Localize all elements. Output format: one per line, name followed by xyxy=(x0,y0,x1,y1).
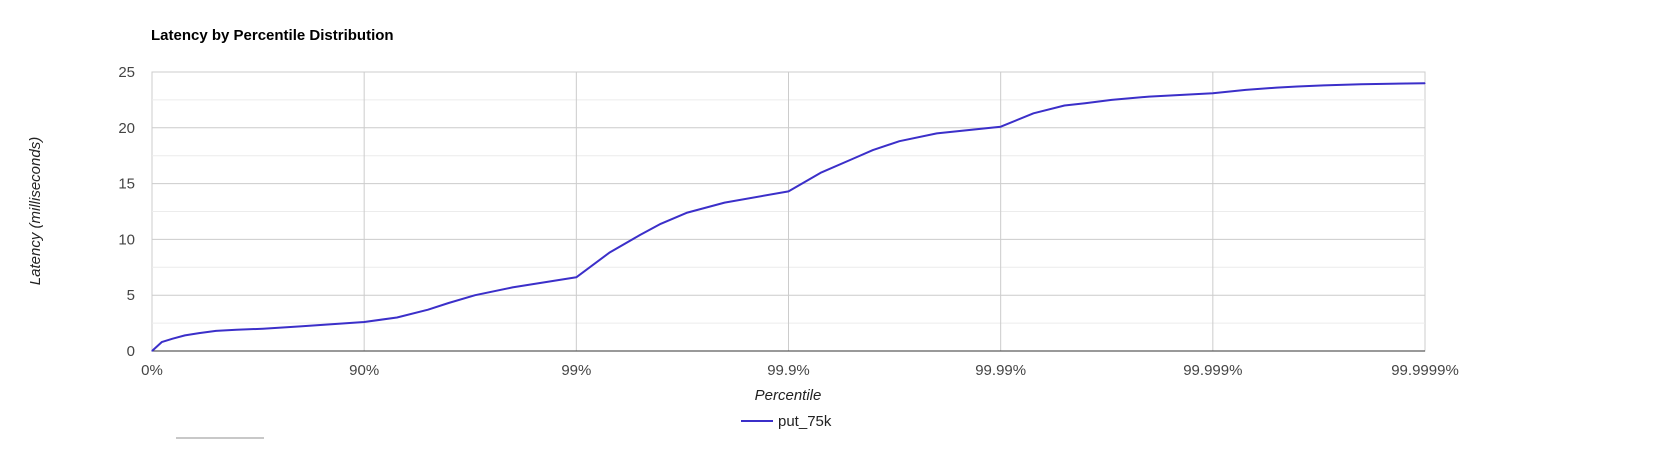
data-point xyxy=(427,309,429,311)
data-point xyxy=(820,171,823,173)
x-tick-label: 99% xyxy=(561,362,591,379)
y-tick-label: 5 xyxy=(127,287,135,304)
data-point xyxy=(575,276,577,278)
data-point xyxy=(396,316,398,319)
data-point xyxy=(660,223,662,225)
data-point xyxy=(851,158,854,160)
x-tick-label: 99.9% xyxy=(767,362,810,379)
data-point xyxy=(1360,83,1362,85)
data-point xyxy=(474,294,476,296)
x-tick-label: 99.99% xyxy=(975,362,1026,379)
data-point xyxy=(1212,92,1214,94)
data-point xyxy=(184,334,186,336)
y-axis-title: Latency (milliseconds) xyxy=(27,137,44,285)
y-tick-label: 25 xyxy=(118,64,135,81)
data-point xyxy=(1111,99,1113,101)
legend-scroll-indicator xyxy=(176,437,264,439)
legend[interactable]: put_75k xyxy=(741,411,831,431)
x-tick-label: 0% xyxy=(141,362,163,379)
x-tick-label: 90% xyxy=(349,362,379,379)
data-point xyxy=(215,330,217,332)
data-point xyxy=(608,252,610,254)
data-point xyxy=(262,328,264,330)
x-tick-label: 99.999% xyxy=(1183,362,1242,379)
data-point xyxy=(363,321,365,323)
data-point xyxy=(198,332,200,334)
data-point xyxy=(724,202,726,204)
data-point xyxy=(936,132,938,134)
x-tick-label: 99.9999% xyxy=(1391,362,1459,379)
data-point xyxy=(1424,82,1426,84)
data-point xyxy=(151,350,153,352)
data-point xyxy=(1296,85,1298,88)
chart-title: Latency by Percentile Distribution xyxy=(151,27,394,44)
legend-label-put-75k: put_75k xyxy=(778,412,832,430)
data-point xyxy=(299,325,301,327)
label-layer: Percentile Latency (milliseconds) 0 5 10 15… xyxy=(27,64,1459,404)
data-point xyxy=(1276,87,1278,89)
data-point xyxy=(511,286,514,288)
series-line-put-75k xyxy=(151,82,1426,352)
data-point xyxy=(1245,89,1247,91)
data-point xyxy=(1148,96,1150,98)
data-point xyxy=(1032,112,1035,114)
data-point xyxy=(1000,126,1002,128)
data-point xyxy=(1084,102,1086,104)
data-point xyxy=(686,212,688,214)
series-layer xyxy=(151,82,1426,352)
y-tick-label: 10 xyxy=(118,231,135,248)
data-point xyxy=(787,190,790,192)
data-point xyxy=(639,234,641,236)
data-point xyxy=(1063,104,1066,107)
data-point xyxy=(172,338,174,340)
data-point xyxy=(898,140,901,142)
y-tick-label: 15 xyxy=(118,176,135,193)
y-tick-label: 20 xyxy=(118,120,135,137)
data-point xyxy=(235,329,237,331)
x-axis-title: Percentile xyxy=(755,387,822,404)
data-point xyxy=(448,302,450,304)
y-tick-label: 0 xyxy=(127,343,135,360)
grid-layer xyxy=(151,71,1426,352)
legend-swatch-put-75k xyxy=(741,420,773,422)
data-point xyxy=(872,149,874,151)
data-point xyxy=(1323,84,1325,86)
data-point xyxy=(161,341,163,343)
